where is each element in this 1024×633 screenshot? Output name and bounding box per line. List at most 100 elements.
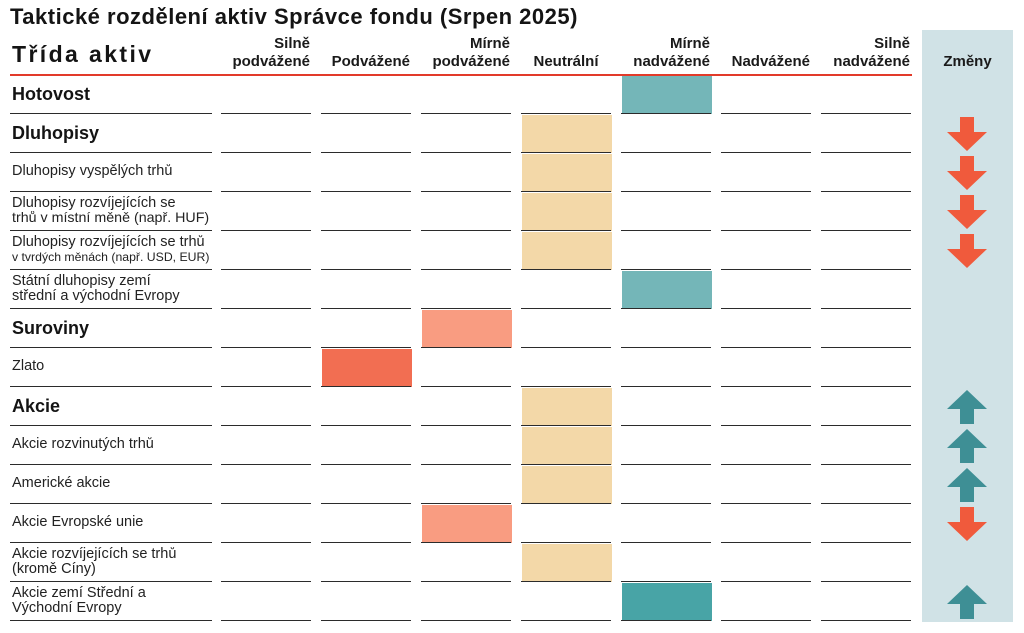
row-divider — [721, 503, 811, 504]
row-divider — [321, 347, 411, 348]
row-label-line: Suroviny — [12, 318, 90, 338]
row-divider — [521, 503, 611, 504]
row-divider — [621, 425, 711, 426]
position-cell — [622, 583, 712, 621]
row-divider — [621, 308, 711, 309]
arrow-down-icon — [947, 507, 987, 541]
row-divider — [421, 464, 511, 465]
arrow-shape — [947, 390, 987, 424]
row-divider — [821, 152, 911, 153]
position-cell — [522, 388, 612, 426]
row-label: Akcie zemí Střední a Východní Evropy — [12, 582, 212, 620]
row-divider — [321, 542, 411, 543]
column-header-label: Neutrální — [533, 53, 599, 70]
row-divider — [621, 347, 711, 348]
arrow-up-icon — [947, 429, 987, 463]
row-label-line: Dluhopisy rozvíjejících se — [12, 195, 176, 211]
column-header-label: Mírně podvážené — [432, 35, 510, 70]
row-divider — [821, 425, 911, 426]
arrow-down-icon — [947, 234, 987, 268]
table-row: Dluhopisy rozvíjejících se trhů v místní … — [0, 192, 1024, 231]
column-header-label: Nadvážené — [731, 53, 810, 70]
column-header: Neutrální — [521, 30, 611, 71]
row-divider — [521, 113, 611, 114]
row-divider — [221, 230, 311, 231]
row-label: Hotovost — [12, 75, 212, 113]
row-divider — [421, 386, 511, 387]
table-row: Dluhopisy — [0, 114, 1024, 153]
changes-header-label: Změny — [943, 53, 992, 70]
row-divider — [621, 113, 711, 114]
row-divider — [621, 230, 711, 231]
row-divider — [421, 542, 511, 543]
row-divider — [10, 386, 212, 387]
row-divider — [321, 425, 411, 426]
row-divider — [221, 152, 311, 153]
row-divider — [821, 191, 911, 192]
row-divider — [10, 308, 212, 309]
row-divider — [821, 464, 911, 465]
row-label-line: Akcie Evropské unie — [12, 515, 144, 531]
row-divider — [721, 152, 811, 153]
row-divider — [321, 269, 411, 270]
row-divider — [521, 230, 611, 231]
column-header-label: Mírně nadvážené — [633, 35, 710, 70]
row-divider — [821, 347, 911, 348]
row-divider — [221, 308, 311, 309]
row-divider — [821, 230, 911, 231]
row-divider — [421, 620, 511, 621]
row-label-line: (kromě Číny) — [12, 562, 96, 577]
row-divider — [10, 269, 212, 270]
position-cell — [522, 427, 612, 465]
row-divider — [421, 191, 511, 192]
arrow-down-icon — [947, 156, 987, 190]
row-divider — [721, 308, 811, 309]
row-divider — [10, 620, 212, 621]
row-divider — [10, 464, 212, 465]
row-divider — [721, 347, 811, 348]
row-divider — [821, 503, 911, 504]
row-divider — [321, 581, 411, 582]
arrow-shape — [947, 507, 987, 541]
row-label-line: Americké akcie — [12, 476, 111, 492]
column-header: Mírně nadvážené — [621, 30, 711, 71]
row-divider — [321, 308, 411, 309]
arrow-up-icon — [947, 468, 987, 502]
row-label: Zlato — [12, 348, 212, 386]
row-divider — [221, 425, 311, 426]
row-divider — [221, 503, 311, 504]
row-label: Státní dluhopisy zemí střední a východní … — [12, 270, 212, 308]
table-row: Akcie zemí Střední a Východní Evropy — [0, 582, 1024, 621]
row-label: Americké akcie — [12, 465, 212, 503]
changes-header: Změny — [922, 30, 1013, 71]
table-row: Suroviny — [0, 309, 1024, 348]
row-divider — [521, 308, 611, 309]
column-header-label: Podvážené — [331, 53, 410, 70]
arrow-shape — [947, 429, 987, 463]
arrow-down-icon — [947, 195, 987, 229]
position-cell — [422, 505, 512, 543]
arrow-down-icon — [947, 117, 987, 151]
row-divider — [821, 269, 911, 270]
row-label-line: Akcie zemí Střední a — [12, 585, 146, 601]
row-divider — [221, 620, 311, 621]
position-cell — [522, 115, 612, 153]
row-divider — [321, 464, 411, 465]
asset-class-header: Třída aktiv — [12, 41, 154, 67]
row-label-line: Akcie rozvinutých trhů — [12, 437, 154, 453]
row-divider — [521, 425, 611, 426]
row-divider — [421, 425, 511, 426]
row-divider — [621, 581, 711, 582]
row-divider — [221, 113, 311, 114]
column-header: Mírně podvážené — [421, 30, 511, 71]
row-divider — [821, 581, 911, 582]
row-divider — [821, 308, 911, 309]
row-label: Dluhopisy vyspělých trhů — [12, 153, 212, 191]
row-divider — [10, 113, 212, 114]
arrow-shape — [947, 195, 987, 229]
row-divider — [10, 503, 212, 504]
arrow-up-icon — [947, 585, 987, 619]
row-label: Dluhopisy rozvíjejících se trhů v místní … — [12, 192, 212, 230]
chart-title: Taktické rozdělení aktiv Správce fondu (… — [10, 4, 578, 29]
row-divider — [721, 542, 811, 543]
